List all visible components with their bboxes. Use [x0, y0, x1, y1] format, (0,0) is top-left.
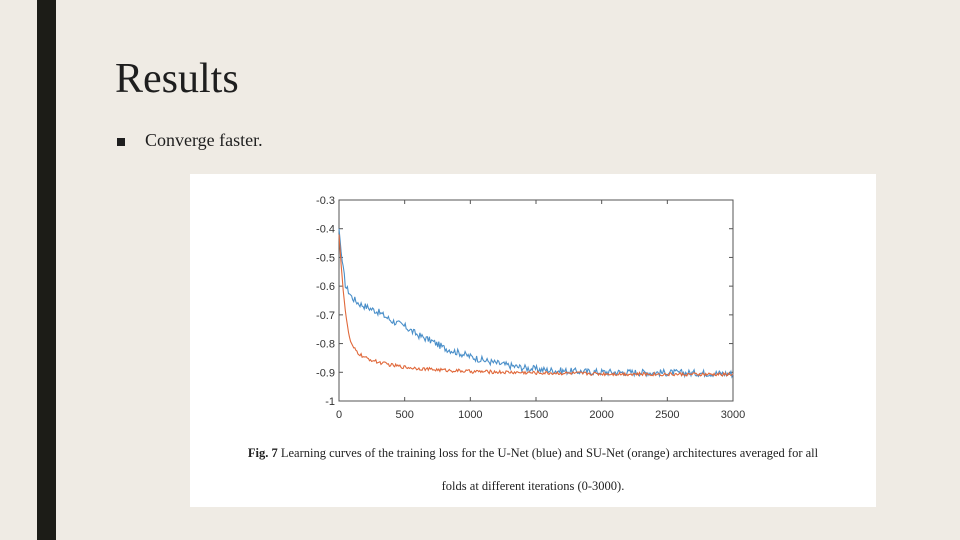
x-tick-label: 0: [336, 409, 342, 421]
figure-panel: 0 500 1000 1500 2000 2500 3000 -0.3 -0.4 -0.5 -0.6…: [190, 174, 876, 507]
figure-caption-line1: Fig. 7 Learning curves of the training l…: [190, 446, 876, 461]
x-tick-label: 3000: [721, 409, 745, 421]
y-tick-label: -0.8: [316, 339, 335, 351]
series-line-orange: [338, 234, 734, 378]
y-tick-label: -0.6: [316, 281, 335, 293]
square-bullet-icon: [117, 137, 125, 146]
slide-title: Results: [115, 56, 239, 102]
figure-caption-line2: folds at different iterations (0-3000).: [441, 479, 625, 493]
x-tick-label: 2500: [655, 409, 679, 421]
figure-caption-label: Fig. 7: [247, 446, 278, 460]
y-tick-label: -1: [325, 396, 335, 408]
figure-caption-text: Learning curves of the training loss for…: [277, 446, 819, 460]
y-tick-label: -0.4: [316, 224, 335, 236]
x-tick-label: 1500: [524, 409, 548, 421]
bullet-text: Converge faster.: [145, 130, 263, 150]
y-tick-label: -0.9: [316, 367, 335, 379]
x-tick-label: 2000: [589, 409, 613, 421]
y-tick-label: -0.5: [316, 252, 335, 264]
y-tick-label: -0.7: [316, 310, 335, 322]
bullet-item: Converge faster.: [117, 130, 263, 151]
y-tick-label: -0.3: [316, 195, 335, 207]
x-tick-label: 1000: [458, 409, 482, 421]
left-accent-bar: [37, 0, 56, 540]
learning-curve-chart: 0 500 1000 1500 2000 2500 3000 -0.3 -0.4 -0.5 -0.6…: [316, 195, 745, 421]
x-tick-label: 500: [395, 409, 413, 421]
